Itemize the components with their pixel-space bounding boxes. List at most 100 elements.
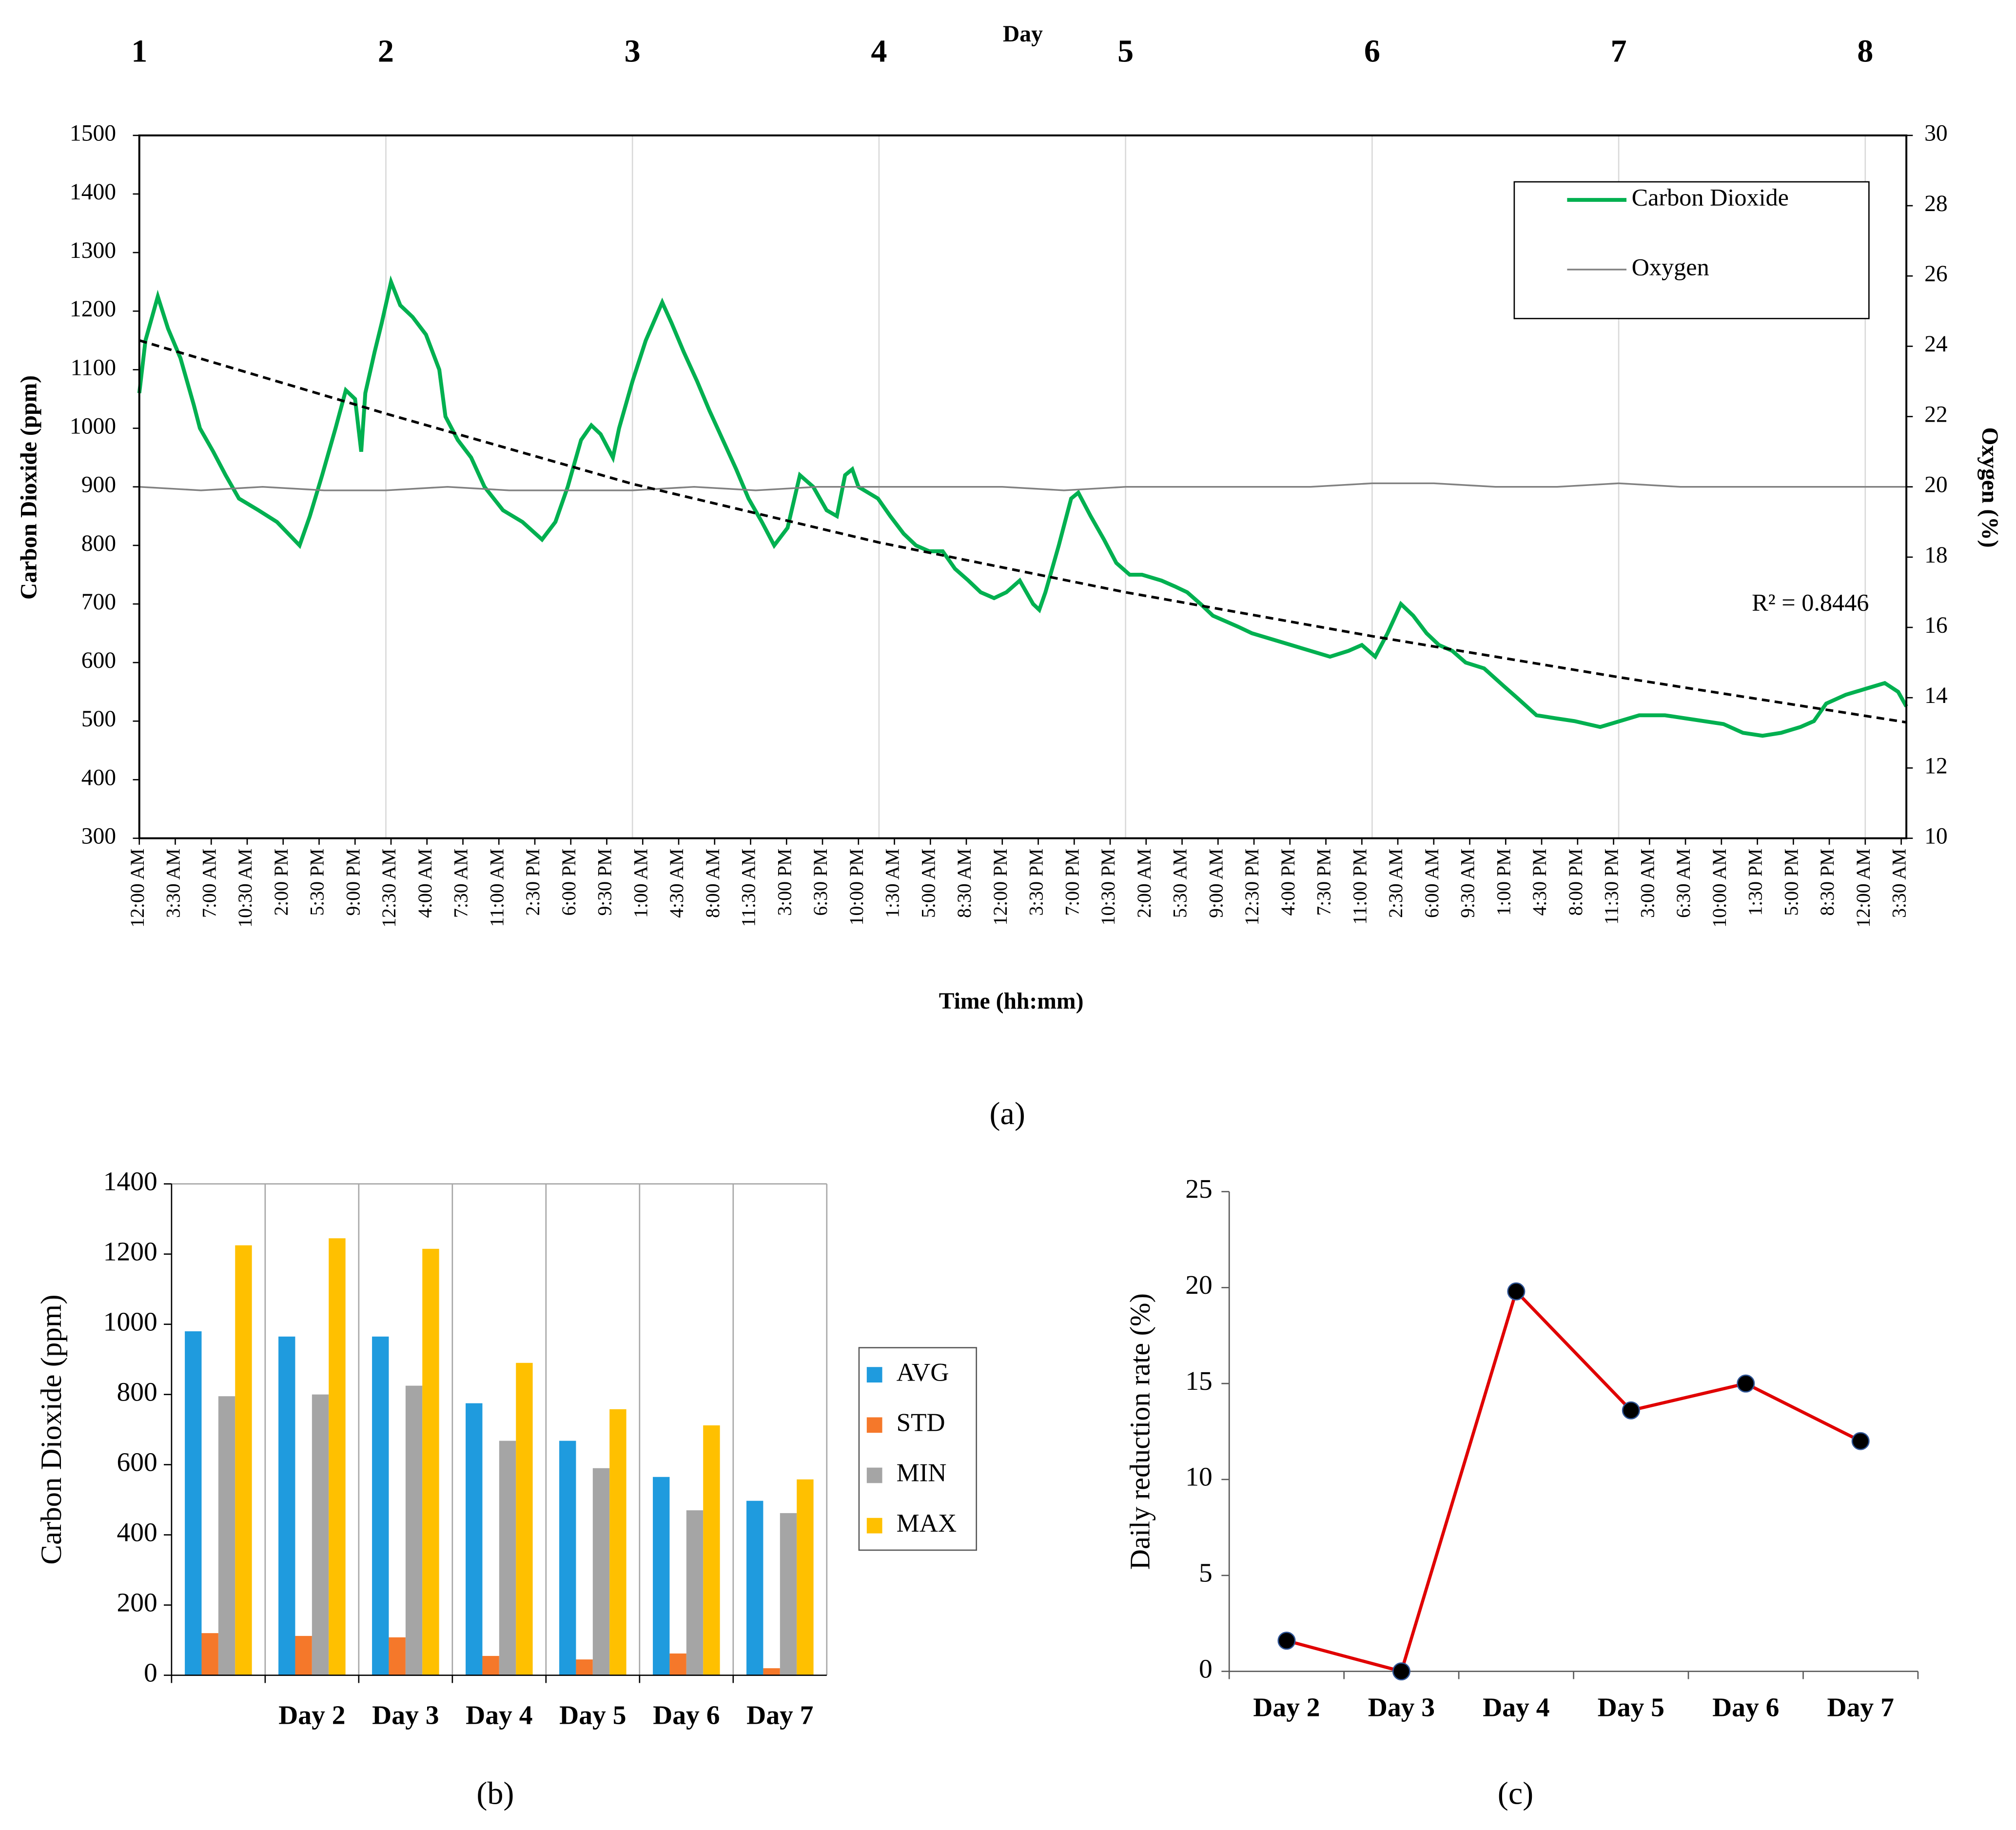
x2-tick-label: 6 (1364, 33, 1380, 69)
y-tick-label: 1400 (103, 1166, 157, 1196)
legend-swatch (866, 1467, 882, 1483)
x-tick-label: 4:30 AM (666, 849, 687, 918)
data-point (1851, 1432, 1870, 1450)
y2-tick-label: 26 (1924, 261, 1948, 287)
x-tick-label: 5:30 AM (1170, 849, 1191, 918)
trend-line (138, 339, 1907, 724)
x-tick-label: 1:00 AM (630, 849, 651, 918)
x-tick-label: 12:00 PM (990, 849, 1011, 926)
y2-tick-label: 14 (1924, 683, 1948, 708)
bar (797, 1479, 814, 1675)
x-tick-label: 3:30 AM (163, 849, 184, 918)
x-tick-label: 12:30 AM (378, 849, 400, 928)
bar (576, 1659, 593, 1675)
x-tick-label: 7:30 PM (1313, 849, 1335, 916)
y-tick-label: 500 (81, 706, 116, 732)
bar (592, 1468, 610, 1675)
data-line (137, 275, 1908, 738)
x2-tick-label: 2 (378, 33, 394, 69)
data-line (139, 482, 1907, 491)
x-tick-label: 10:30 PM (1097, 849, 1119, 926)
panel-label: (b) (476, 1775, 514, 1811)
x-tick-label: Day 6 (653, 1700, 720, 1731)
x-tick-label: 11:30 PM (1601, 849, 1623, 925)
y2-tick-label: 28 (1924, 191, 1948, 216)
x-tick-label: 9:30 PM (594, 849, 616, 916)
bar (499, 1441, 516, 1675)
x-tick-label: Day 3 (372, 1700, 439, 1731)
bar (389, 1637, 406, 1675)
x-tick-label: 9:00 AM (1205, 849, 1227, 918)
y-tick-label: 20 (1185, 1270, 1213, 1300)
x-tick-label: 3:30 PM (1026, 849, 1047, 916)
y-tick-label: 1000 (103, 1306, 157, 1337)
x-tick-label: 12:30 PM (1241, 849, 1263, 926)
y2-tick-label: 16 (1924, 613, 1948, 638)
x-tick-label: 6:00 PM (558, 849, 580, 916)
x-tick-label: 9:00 PM (342, 849, 364, 916)
x2-tick-label: 7 (1611, 33, 1627, 69)
x-tick-label: 6:30 PM (810, 849, 831, 916)
data-point (1392, 1662, 1410, 1681)
bar (559, 1441, 576, 1675)
y-tick-label: 1500 (70, 121, 116, 146)
y-tick-label: 1000 (70, 413, 116, 439)
y-tick-label: 900 (81, 472, 116, 498)
x-tick-label: Day 4 (1483, 1693, 1549, 1723)
data-point (1737, 1374, 1755, 1393)
x-tick-label: 8:00 PM (1565, 849, 1586, 916)
x2-tick-label: 4 (871, 33, 887, 69)
bar (312, 1394, 329, 1675)
x-tick-label: Day 4 (466, 1700, 532, 1731)
chart: 1 2 3 4 5 6 7 8Day30040050060070080090010001100… (16, 21, 2002, 1131)
y2-tick-label: 12 (1924, 753, 1948, 779)
legend-label: AVG (897, 1358, 949, 1386)
data-point (1277, 1632, 1296, 1650)
x-tick-label: 4:30 PM (1529, 849, 1550, 916)
y2-tick-label: 24 (1924, 331, 1948, 357)
x-axis-title: Time (hh:mm) (939, 989, 1084, 1014)
x-tick-label: Day 6 (1712, 1693, 1779, 1723)
y-tick-label: 600 (81, 648, 116, 673)
x2-axis-title: Day (1003, 21, 1043, 47)
y-tick-label: 0 (144, 1657, 157, 1688)
x-tick-label: Day 3 (1368, 1693, 1435, 1723)
y-tick-label: 400 (117, 1517, 157, 1547)
x2-tick-label: 1 (131, 33, 147, 69)
y2-tick-label: 18 (1924, 543, 1948, 568)
x-tick-label: 8:00 AM (702, 849, 724, 918)
y-tick-label: 300 (81, 824, 116, 849)
bar (295, 1635, 312, 1675)
x2-tick-label: 5 (1117, 33, 1134, 69)
y-tick-label: 15 (1185, 1366, 1213, 1396)
y-axis-title: Carbon Dioxide (ppm) (35, 1295, 68, 1565)
y2-tick-label: 20 (1924, 472, 1948, 498)
x-tick-label: 5:00 PM (1781, 849, 1802, 916)
legend-label: Oxygen (1632, 253, 1709, 280)
y-tick-label: 800 (117, 1377, 157, 1407)
bar (763, 1668, 780, 1675)
legend-label: MIN (897, 1459, 947, 1487)
x-tick-label: 9:30 AM (1457, 849, 1479, 918)
x-tick-label: 12:00 AM (1853, 849, 1874, 928)
y2-tick-label: 10 (1924, 824, 1948, 849)
bar (466, 1403, 483, 1675)
bar (218, 1396, 235, 1675)
bar (516, 1363, 533, 1675)
panel-label: (a) (989, 1096, 1025, 1131)
x-tick-label: 7:30 AM (450, 849, 472, 918)
y-tick-label: 400 (81, 765, 116, 790)
bar (482, 1655, 499, 1675)
x-tick-label: 7:00 AM (198, 849, 220, 918)
chart: 0 200 400 600 800 1000 1200 1400 Day 2 Day 3 Day 4… (35, 1166, 978, 1811)
y-tick-label: 800 (81, 531, 116, 556)
bar (746, 1500, 763, 1675)
y-tick-label: 200 (117, 1587, 157, 1617)
x-tick-label: 5:00 AM (918, 849, 939, 918)
y-tick-label: 1200 (103, 1236, 157, 1266)
y-tick-label: 1300 (70, 238, 116, 263)
x-tick-label: 2:00 PM (271, 849, 292, 916)
x-tick-label: Day 2 (1253, 1693, 1320, 1723)
y-tick-label: 1400 (70, 179, 116, 205)
bar (201, 1633, 218, 1675)
